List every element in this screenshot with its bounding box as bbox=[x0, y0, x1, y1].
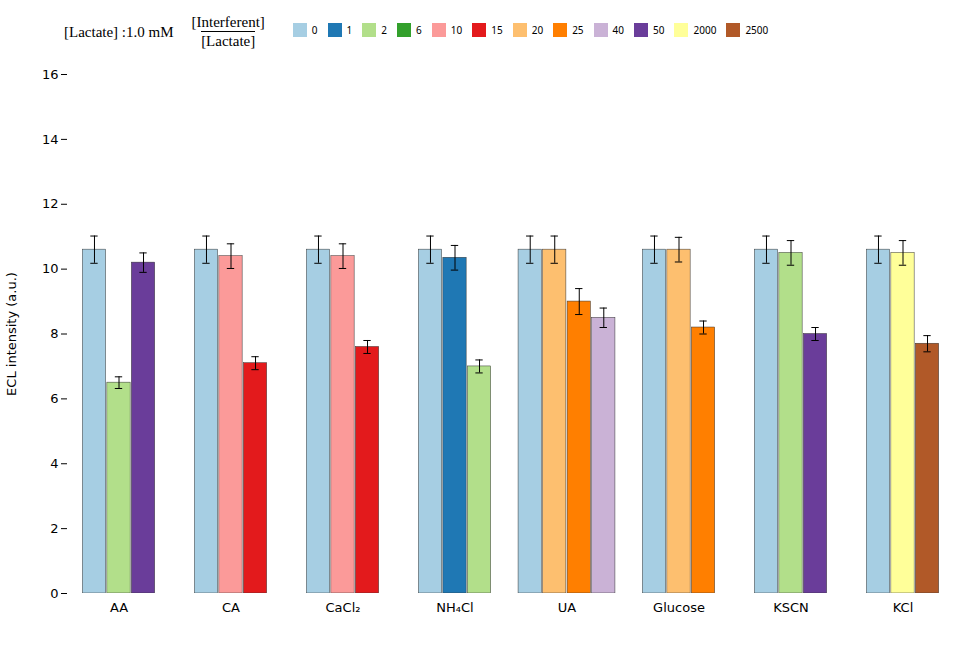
html-text:10: 10 bbox=[450, 22, 463, 37]
svg-text:6: 6 bbox=[50, 391, 58, 406]
html-text:2000: 2000 bbox=[693, 22, 717, 37]
html-text:25: 25 bbox=[572, 22, 584, 37]
svg-text:ECL intensity (a.u.): ECL intensity (a.u.) bbox=[4, 272, 19, 396]
svg-text:UA: UA bbox=[558, 600, 577, 615]
html-text:40: 40 bbox=[612, 22, 624, 37]
html-text:0: 0 bbox=[311, 22, 318, 37]
svg-text:2: 2 bbox=[50, 521, 58, 536]
html-text:20: 20 bbox=[531, 22, 544, 37]
svg-text:14: 14 bbox=[42, 132, 59, 147]
svg-text:CaCl₂: CaCl₂ bbox=[326, 600, 361, 615]
svg-text:8: 8 bbox=[50, 326, 58, 341]
svg-text:KSCN: KSCN bbox=[773, 600, 809, 615]
html-text:1: 1 bbox=[346, 22, 353, 37]
svg-text:10: 10 bbox=[42, 261, 59, 276]
svg-text:16: 16 bbox=[42, 67, 59, 82]
svg-text:12: 12 bbox=[42, 196, 59, 211]
html-text:[Lactate] :1.0 mM: [Lactate] :1.0 mM bbox=[64, 23, 174, 40]
html-text:50: 50 bbox=[653, 22, 665, 37]
html-text:2500: 2500 bbox=[745, 22, 769, 37]
html-text:2: 2 bbox=[381, 22, 387, 37]
svg-text:NH₄Cl: NH₄Cl bbox=[436, 600, 473, 615]
html-text:15: 15 bbox=[491, 22, 503, 37]
svg-text:Glucose: Glucose bbox=[653, 600, 705, 615]
svg-text:0: 0 bbox=[50, 586, 58, 601]
svg-text:KCl: KCl bbox=[893, 600, 914, 615]
html-text:6: 6 bbox=[416, 22, 422, 37]
svg-text:4: 4 bbox=[50, 456, 58, 471]
html-text:[Interferent]: [Interferent] bbox=[191, 14, 265, 30]
html-text:[Lactate]: [Lactate] bbox=[201, 33, 256, 49]
svg-text:CA: CA bbox=[222, 600, 240, 615]
svg-text:AA: AA bbox=[110, 600, 128, 615]
